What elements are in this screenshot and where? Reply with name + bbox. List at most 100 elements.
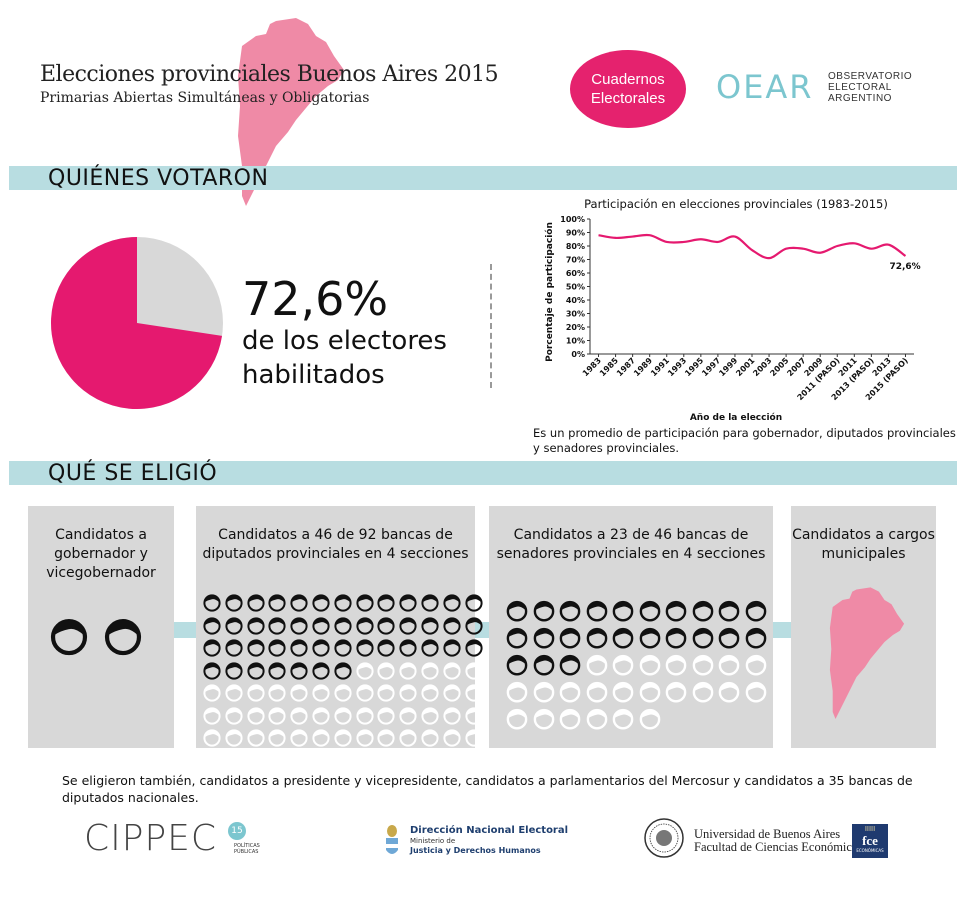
candidate-head-empty-icon bbox=[639, 708, 660, 730]
candidate-head-filled-icon bbox=[533, 654, 554, 676]
candidate-head-filled-icon bbox=[639, 600, 660, 622]
candidate-head-empty-icon bbox=[246, 684, 265, 702]
chart-y-tick-label: 70% bbox=[566, 256, 585, 265]
candidate-head-filled-icon bbox=[745, 627, 766, 649]
chart-note: Es un promedio de participación para gob… bbox=[533, 426, 956, 455]
chart-y-tick-label: 30% bbox=[566, 310, 585, 319]
page-title: Elecciones provinciales Buenos Aires 201… bbox=[40, 62, 499, 87]
candidate-head-empty-icon bbox=[612, 681, 634, 703]
candidate-head-empty-icon bbox=[443, 661, 461, 680]
dne-sub-1: Ministerio de bbox=[410, 837, 456, 845]
candidate-head-filled-icon bbox=[290, 661, 308, 680]
candidate-head-filled-icon bbox=[692, 627, 713, 649]
box-diputados: Candidatos a 46 de 92 bancas de diputado… bbox=[196, 506, 483, 770]
candidate-head-filled-icon bbox=[246, 639, 265, 657]
pie-slice-voted bbox=[51, 237, 223, 409]
candidate-head-filled-icon bbox=[692, 600, 713, 622]
candidate-head-filled-icon bbox=[586, 600, 607, 622]
turnout-label: de los electores habilitados bbox=[242, 324, 447, 392]
candidate-head-filled-icon bbox=[225, 639, 243, 657]
candidate-head-filled-icon bbox=[312, 661, 330, 680]
candidate-head-empty-icon bbox=[225, 684, 243, 702]
candidate-head-filled-icon bbox=[665, 627, 687, 649]
dne-logo-text: Dirección Nacional Electoral Ministerio … bbox=[410, 826, 568, 856]
candidate-head-empty-icon bbox=[443, 706, 461, 725]
fce-main: fce bbox=[862, 833, 878, 848]
candidate-head-empty-icon bbox=[533, 681, 554, 703]
dne-sub-2: Justicia y Derechos Humanos bbox=[410, 846, 541, 855]
candidate-head-empty-icon bbox=[334, 684, 352, 702]
chart-end-label: 72,6% bbox=[889, 262, 920, 272]
candidate-head-filled-icon bbox=[246, 594, 265, 612]
candidate-head-filled-icon bbox=[533, 600, 554, 622]
candidate-head-empty-icon bbox=[745, 681, 766, 703]
head-grid-senadores bbox=[505, 598, 768, 730]
buenos-aires-map-shape bbox=[238, 18, 344, 206]
candidate-head-filled-icon bbox=[334, 616, 352, 635]
candidate-head-empty-icon bbox=[268, 684, 286, 702]
candidate-head-empty-icon bbox=[612, 654, 634, 676]
turnout-label-line-1: de los electores bbox=[242, 326, 447, 356]
candidate-head-empty-icon bbox=[399, 661, 417, 680]
candidate-head-filled-icon bbox=[665, 600, 687, 622]
candidate-head-filled-icon bbox=[268, 616, 286, 635]
fce-top: IIIII bbox=[864, 825, 876, 833]
candidate-head-filled-icon bbox=[612, 627, 634, 649]
candidate-head-filled-icon bbox=[355, 639, 374, 657]
candidate-head-filled-icon bbox=[443, 639, 461, 657]
candidate-head-filled-icon bbox=[246, 661, 265, 680]
candidate-head-empty-icon bbox=[355, 706, 374, 725]
candidate-head-empty-icon bbox=[718, 681, 740, 703]
chart-title: Participación en elecciones provinciales… bbox=[584, 197, 888, 211]
chart-y-label: Porcentaje de participación bbox=[544, 222, 555, 362]
candidate-head-filled-icon bbox=[290, 594, 308, 612]
candidate-head-empty-icon bbox=[421, 729, 439, 747]
candidate-head-empty-icon bbox=[421, 684, 439, 702]
candidate-head-empty-icon bbox=[665, 681, 687, 703]
uba-line-2: Facultad de Ciencias Económicas bbox=[694, 840, 863, 854]
turnout-label-line-2: habilitados bbox=[242, 360, 385, 390]
candidate-head-filled-icon bbox=[639, 627, 660, 649]
candidate-head-empty-icon bbox=[334, 729, 352, 747]
fce-logo: IIIII fce ECONÓMICAS bbox=[852, 824, 888, 858]
candidate-head-empty-icon bbox=[225, 706, 243, 725]
candidate-head-empty-icon bbox=[443, 729, 461, 747]
candidate-head-filled-icon bbox=[399, 616, 417, 635]
candidate-head-filled-icon bbox=[225, 616, 243, 635]
turnout-pie-chart bbox=[51, 237, 223, 409]
candidate-head-empty-icon bbox=[312, 729, 330, 747]
chart-y-tick-label: 10% bbox=[566, 337, 585, 346]
candidate-head-empty-icon bbox=[665, 654, 687, 676]
chart-y-tick-label: 20% bbox=[566, 323, 585, 332]
chart-x-label: Año de la elección bbox=[690, 412, 782, 423]
chart-y-tick-label: 60% bbox=[566, 269, 585, 278]
dashed-divider bbox=[490, 264, 492, 388]
candidate-head-empty-icon bbox=[421, 661, 439, 680]
candidate-head-filled-icon bbox=[334, 639, 352, 657]
candidate-head-empty-icon bbox=[246, 729, 265, 747]
candidate-head-empty-icon bbox=[290, 684, 308, 702]
candidate-head-filled-icon bbox=[399, 594, 417, 612]
candidate-head-empty-icon bbox=[443, 684, 461, 702]
candidate-head-empty-icon bbox=[718, 654, 740, 676]
box-senadores-title: Candidatos a 23 de 46 bancas de senadore… bbox=[496, 527, 766, 562]
candidate-head-filled-icon bbox=[506, 600, 528, 622]
candidate-head-filled-icon bbox=[268, 594, 286, 612]
chart-y-tick-label: 0% bbox=[571, 350, 585, 359]
candidate-head-filled-icon bbox=[612, 600, 634, 622]
chart-y-tick-label: 90% bbox=[566, 229, 585, 238]
candidate-head-empty-icon bbox=[464, 684, 483, 702]
candidate-head-filled-icon bbox=[464, 594, 483, 612]
candidate-head-filled-icon bbox=[203, 661, 221, 680]
candidate-head-filled-icon bbox=[203, 594, 221, 612]
chart-y-tick-label: 40% bbox=[566, 296, 585, 305]
candidate-head-filled-icon bbox=[443, 616, 461, 635]
candidate-head-empty-icon bbox=[692, 681, 713, 703]
candidate-head-empty-icon bbox=[586, 708, 607, 730]
candidate-head-filled-icon bbox=[559, 654, 581, 676]
candidate-head-filled-icon bbox=[312, 594, 330, 612]
oear-logo-text: OBSERVATORIO ELECTORAL ARGENTINO bbox=[828, 71, 912, 104]
section-bar-que bbox=[9, 461, 957, 485]
connector-strip-3 bbox=[773, 622, 791, 638]
candidate-head-empty-icon bbox=[464, 661, 483, 680]
